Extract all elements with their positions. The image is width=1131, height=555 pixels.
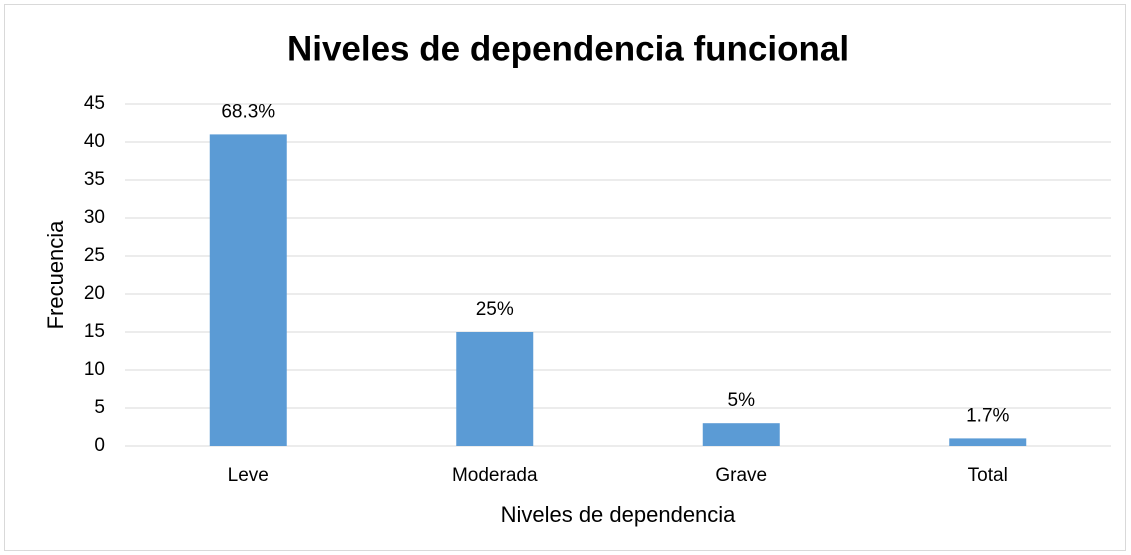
y-tick-label: 25	[84, 245, 105, 266]
y-tick-label: 30	[84, 207, 105, 228]
y-tick-label: 0	[94, 435, 105, 456]
bar-annotation: 1.7%	[966, 405, 1009, 426]
y-tick-label: 20	[84, 283, 105, 304]
y-tick-label: 45	[84, 93, 105, 114]
bar-annotation: 25%	[476, 299, 514, 320]
x-tick-label: Moderada	[452, 465, 538, 486]
bar	[949, 438, 1027, 446]
chart-border	[4, 4, 1126, 551]
y-tick-label: 5	[94, 397, 105, 418]
bar	[702, 423, 780, 446]
y-tick-label: 10	[84, 359, 105, 380]
y-axis-label: Frecuencia	[43, 220, 68, 330]
bar	[209, 134, 287, 446]
x-tick-label: Grave	[715, 465, 767, 486]
bar	[456, 332, 534, 446]
x-tick-label: Total	[968, 465, 1008, 486]
x-axis-label: Niveles de dependencia	[501, 502, 737, 527]
bar-annotation: 5%	[728, 390, 756, 411]
bar-annotation: 68.3%	[221, 101, 275, 122]
chart-title: Niveles de dependencia funcional	[287, 29, 849, 68]
x-tick-label: Leve	[228, 465, 269, 486]
y-tick-label: 15	[84, 321, 105, 342]
y-tick-label: 35	[84, 169, 105, 190]
y-tick-label: 40	[84, 131, 105, 152]
